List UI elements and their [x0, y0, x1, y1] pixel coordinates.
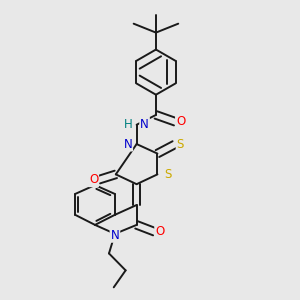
Text: O: O	[89, 173, 98, 186]
Text: H: H	[124, 118, 133, 130]
Text: N: N	[140, 118, 149, 130]
Text: S: S	[177, 138, 184, 151]
Text: N: N	[111, 229, 119, 242]
Text: O: O	[176, 115, 185, 128]
Text: N: N	[123, 138, 132, 151]
Text: S: S	[164, 168, 171, 181]
Text: O: O	[155, 225, 164, 238]
